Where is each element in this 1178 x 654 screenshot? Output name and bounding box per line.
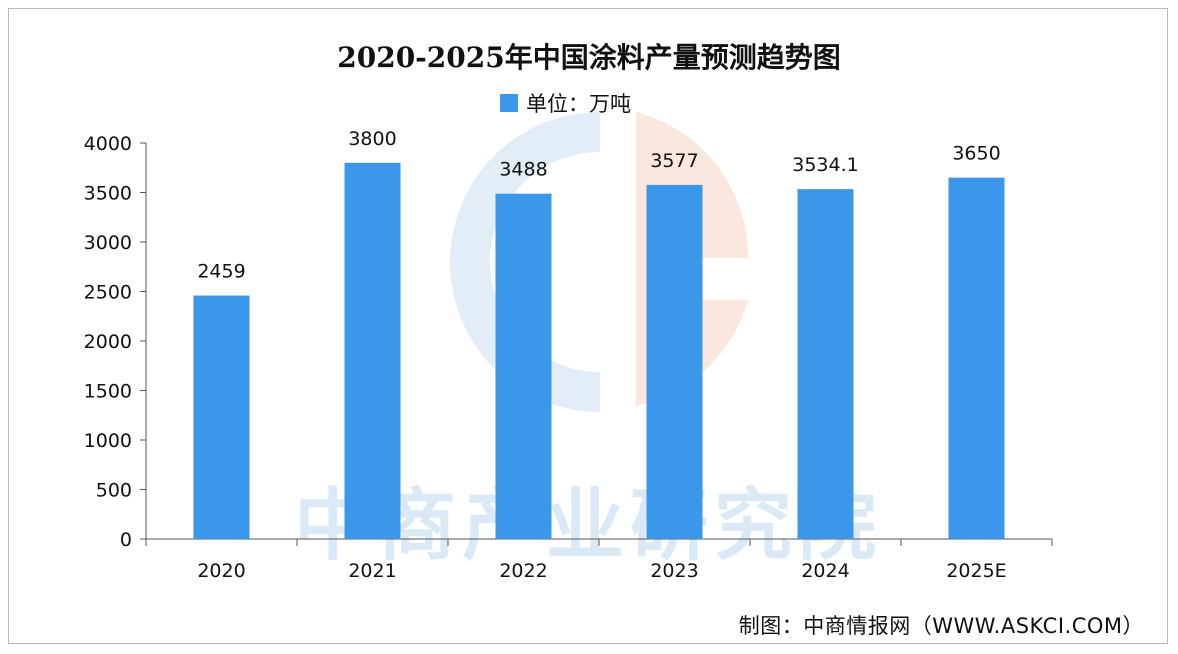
y-tick-label: 0 xyxy=(120,529,132,551)
data-label: 3800 xyxy=(348,128,396,150)
bar-2022 xyxy=(495,193,552,540)
bars: 2459 3800 3488 3577 3534.1 3650 xyxy=(193,128,1005,540)
x-tick-label: 2023 xyxy=(650,560,698,582)
x-tick-label: 2022 xyxy=(499,560,547,582)
x-tick-label: 2021 xyxy=(348,560,396,582)
x-tick-label: 2020 xyxy=(197,560,245,582)
bar-2020 xyxy=(193,295,250,539)
data-label: 2459 xyxy=(197,261,245,283)
bar-2024 xyxy=(797,189,854,540)
bar-2021 xyxy=(344,162,401,540)
y-tick-label: 500 xyxy=(96,480,132,502)
data-label: 3650 xyxy=(952,143,1000,165)
legend-swatch xyxy=(500,94,518,112)
chart-title: 2020-2025年中国涂料产量预测趋势图 xyxy=(337,41,841,74)
y-tick-label: 2000 xyxy=(84,331,132,353)
data-label: 3534.1 xyxy=(792,154,858,176)
watermark-logo xyxy=(450,112,749,412)
bar-2023 xyxy=(646,184,703,539)
y-tick-label: 3000 xyxy=(84,232,132,254)
y-tick-label: 2500 xyxy=(84,282,132,304)
x-tick-label: 2024 xyxy=(801,560,849,582)
bar-2025E xyxy=(948,177,1005,539)
y-tick-label: 1500 xyxy=(84,381,132,403)
legend-label: 单位：万吨 xyxy=(526,92,631,116)
data-label: 3577 xyxy=(650,150,698,172)
y-tick-label: 1000 xyxy=(84,430,132,452)
legend: 单位：万吨 xyxy=(500,88,631,118)
axes: 0 500 1000 1500 2000 2500 3000 3500 4000 2020 2021… xyxy=(84,133,1053,582)
y-tick-label: 3500 xyxy=(84,183,132,205)
x-tick-label: 2025E xyxy=(946,560,1006,582)
source-credit: 制图：中商情报网（WWW.ASKCI.COM） xyxy=(738,614,1144,638)
data-label: 3488 xyxy=(499,159,547,181)
y-tick-label: 4000 xyxy=(84,133,132,155)
